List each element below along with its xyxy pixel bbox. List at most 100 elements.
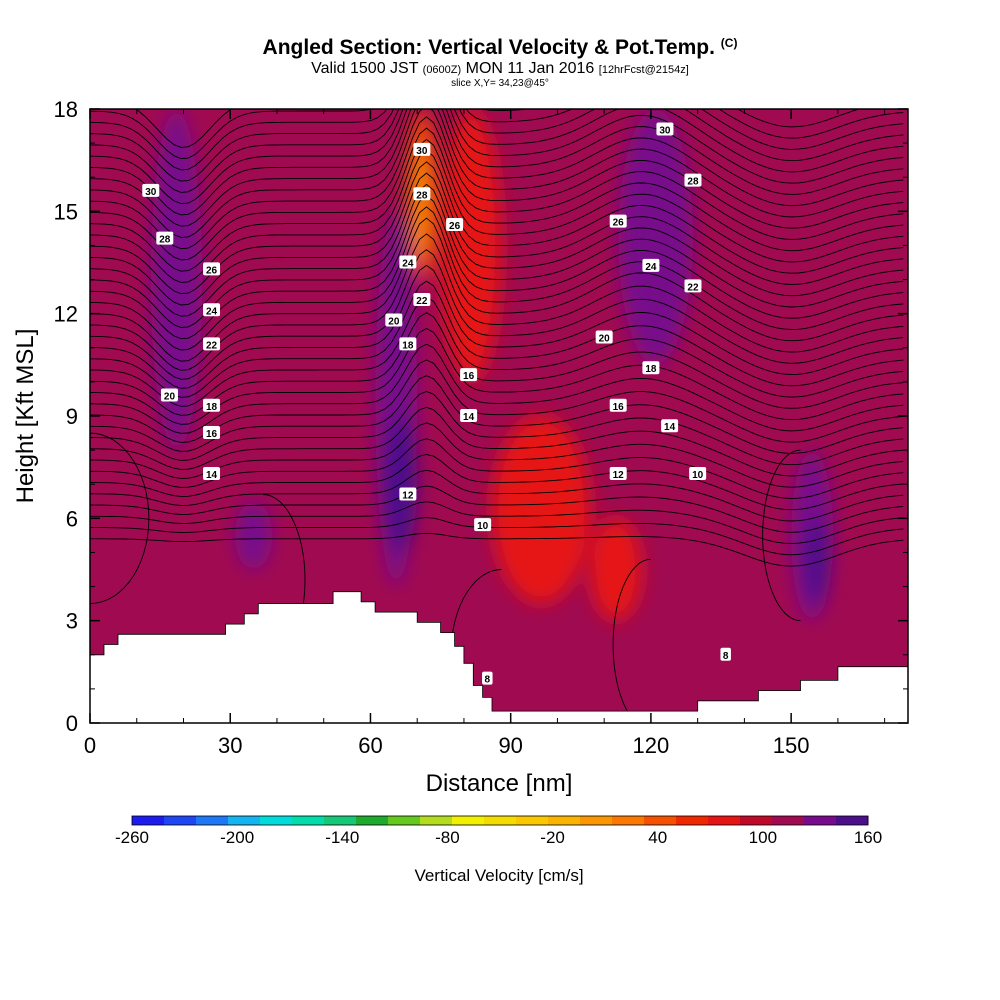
theta-contour-23 bbox=[90, 183, 904, 328]
contour-label-6: 18 bbox=[203, 398, 221, 413]
colorbar-swatch-7 bbox=[356, 816, 389, 825]
theta-contour-10 bbox=[90, 375, 904, 454]
svg-text:16: 16 bbox=[463, 371, 475, 382]
colorbar-swatch-9 bbox=[420, 816, 453, 825]
field-region-1 bbox=[618, 109, 693, 365]
xtick-label-0: 0 bbox=[84, 733, 96, 758]
svg-text:16: 16 bbox=[613, 402, 625, 413]
theta-contour-35 bbox=[90, 109, 904, 193]
svg-text:20: 20 bbox=[164, 392, 176, 403]
colorbar-tick-0: -260 bbox=[115, 828, 149, 847]
field-region-10 bbox=[491, 416, 591, 604]
svg-text:30: 30 bbox=[416, 146, 428, 157]
ytick-label-3: 9 bbox=[66, 404, 78, 429]
field-region-2 bbox=[234, 501, 273, 570]
svg-text:14: 14 bbox=[206, 470, 218, 481]
colorbar-swatch-16 bbox=[644, 816, 677, 825]
theta-contour-5 bbox=[90, 454, 904, 511]
contour-label-22: 28 bbox=[684, 173, 702, 188]
field-region-8 bbox=[412, 143, 427, 263]
xtick-label-1: 30 bbox=[218, 733, 242, 758]
colorbar-tick-1: -200 bbox=[220, 828, 254, 847]
contour-label-23: 26 bbox=[609, 214, 627, 229]
theta-contour-18 bbox=[90, 249, 904, 380]
contour-label-5: 20 bbox=[160, 388, 178, 403]
field-region-4 bbox=[384, 416, 418, 553]
x-axis: 0 30 60 90 120 150 bbox=[84, 109, 886, 758]
field-region-0 bbox=[150, 109, 203, 451]
svg-text:12: 12 bbox=[402, 490, 414, 501]
svg-text:18: 18 bbox=[645, 364, 657, 375]
contour-label-30: 12 bbox=[609, 466, 627, 481]
theta-contour-26 bbox=[90, 150, 904, 295]
svg-text:10: 10 bbox=[692, 470, 704, 481]
colorbar-tick-5: 40 bbox=[648, 828, 667, 847]
theta-contour-24 bbox=[90, 172, 904, 317]
svg-text:16: 16 bbox=[206, 429, 218, 440]
svg-text:18: 18 bbox=[402, 340, 414, 351]
contour-label-15: 18 bbox=[399, 337, 417, 351]
svg-text:8: 8 bbox=[485, 675, 491, 686]
lower-contour-4 bbox=[762, 449, 801, 622]
field-region-6 bbox=[805, 518, 829, 604]
svg-text:12: 12 bbox=[613, 470, 625, 481]
contour-label-16: 16 bbox=[460, 368, 478, 382]
contour-label-31: 10 bbox=[689, 466, 707, 481]
y-axis-label: Height [Kft MSL] bbox=[12, 329, 39, 504]
theta-contour-2 bbox=[90, 501, 904, 544]
contour-label-7: 16 bbox=[203, 426, 221, 440]
contour-label-1: 28 bbox=[156, 231, 174, 246]
theta-contour-15 bbox=[90, 296, 904, 407]
theta-contour-12 bbox=[90, 343, 904, 434]
chart-title: Angled Section: Vertical Velocity & Pot.… bbox=[262, 36, 738, 59]
theta-contour-11 bbox=[90, 359, 904, 443]
theta-contour-38 bbox=[90, 109, 904, 160]
contour-label-17: 14 bbox=[460, 409, 478, 423]
velocity-field bbox=[90, 109, 908, 723]
ytick-label-4: 12 bbox=[54, 302, 78, 327]
colorbar-swatch-5 bbox=[292, 816, 325, 825]
theta-contour-17 bbox=[90, 264, 904, 389]
theta-contour-3 bbox=[90, 485, 904, 533]
contour-label-14: 20 bbox=[385, 313, 403, 327]
colorbar-swatch-0 bbox=[132, 816, 165, 825]
contour-label-13: 22 bbox=[413, 293, 431, 307]
contour-label-28: 16 bbox=[609, 398, 627, 413]
svg-text:10: 10 bbox=[477, 521, 489, 532]
svg-text:24: 24 bbox=[402, 259, 414, 270]
x-axis-label: Distance [nm] bbox=[426, 770, 573, 797]
xtick-label-2: 60 bbox=[358, 733, 382, 758]
y-axis: 0 3 6 9 12 15 18 bbox=[54, 97, 908, 736]
colorbar-swatch-8 bbox=[388, 816, 421, 825]
copyright-mark: (C) bbox=[720, 36, 738, 50]
svg-text:8: 8 bbox=[723, 651, 729, 662]
field-region-11 bbox=[590, 518, 642, 621]
colorbar: -260 -200 -140 -80 -20 40 100 160 bbox=[115, 815, 882, 847]
theta-contour-4 bbox=[90, 469, 904, 522]
theta-contour-21 bbox=[90, 206, 904, 351]
svg-text:28: 28 bbox=[687, 177, 699, 188]
xtick-label-5: 150 bbox=[773, 733, 810, 758]
svg-text:26: 26 bbox=[206, 265, 218, 276]
ytick-label-0: 0 bbox=[66, 711, 78, 736]
colorbar-swatch-17 bbox=[676, 816, 709, 825]
theta-contour-25 bbox=[90, 161, 904, 306]
theta-contour-39 bbox=[134, 109, 861, 148]
contour-label-4: 22 bbox=[203, 337, 221, 351]
ytick-label-5: 15 bbox=[54, 199, 78, 224]
colorbar-swatch-6 bbox=[324, 816, 357, 825]
theta-contour-27 bbox=[90, 138, 904, 283]
svg-text:30: 30 bbox=[659, 125, 671, 136]
contour-label-9: 30 bbox=[413, 142, 431, 157]
ytick-label-1: 3 bbox=[66, 609, 78, 634]
lower-contour-0 bbox=[90, 432, 150, 605]
svg-text:24: 24 bbox=[645, 262, 657, 273]
colorbar-swatch-21 bbox=[804, 816, 837, 825]
svg-text:28: 28 bbox=[159, 235, 171, 246]
xtick-label-3: 90 bbox=[498, 733, 522, 758]
theta-contour-0 bbox=[90, 532, 904, 567]
svg-text:24: 24 bbox=[206, 306, 218, 317]
theta-contour-14 bbox=[90, 312, 904, 416]
colorbar-swatch-4 bbox=[260, 816, 293, 825]
